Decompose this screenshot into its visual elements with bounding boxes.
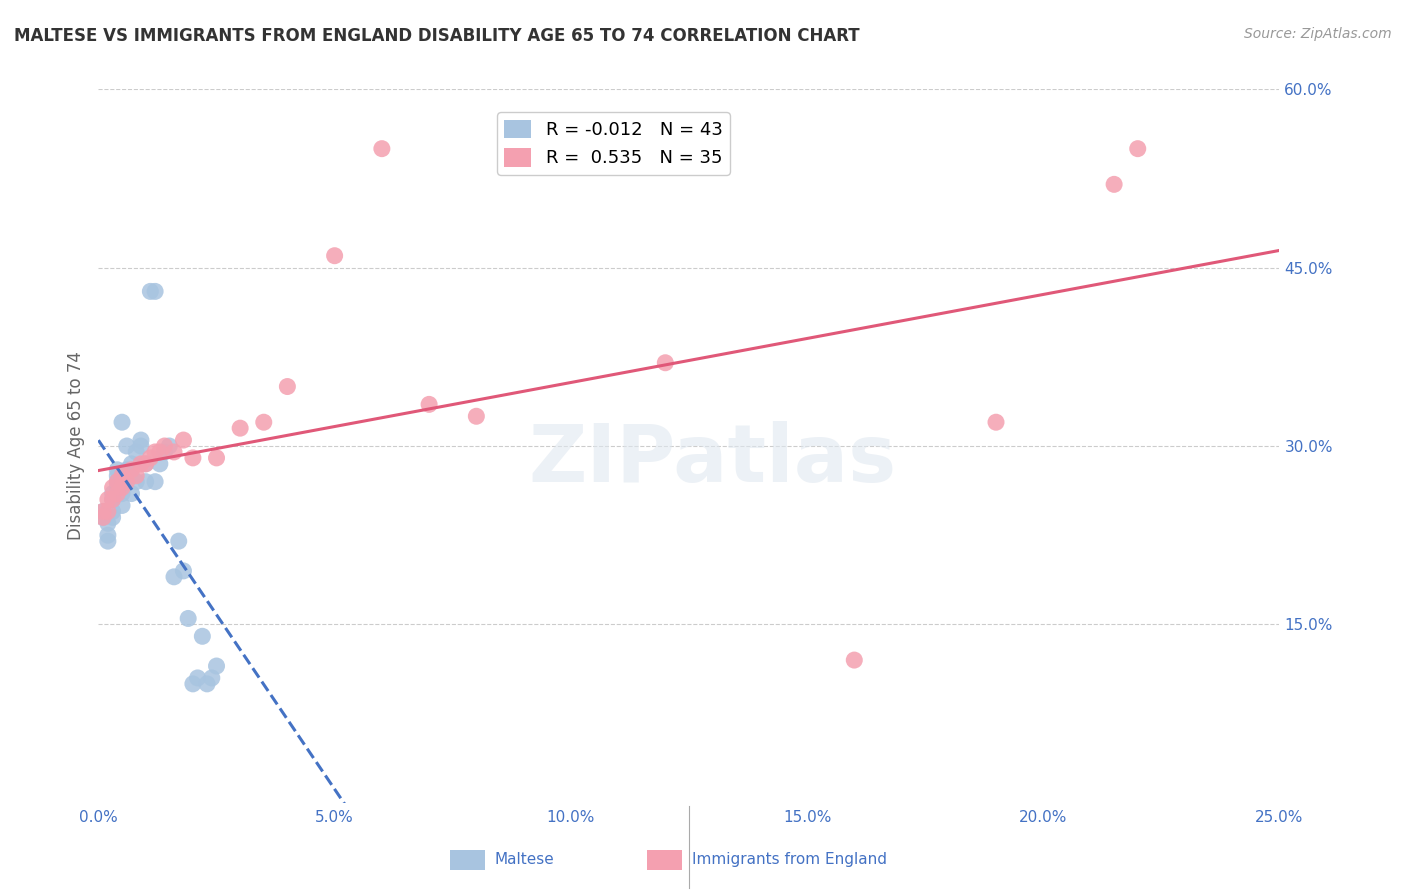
Point: [143, 475, 166, 489]
Point: [115, 439, 138, 453]
Point: [371, 142, 394, 156]
Point: [97, 534, 120, 549]
Text: Maltese: Maltese: [495, 853, 554, 867]
Point: [163, 570, 186, 584]
Point: [276, 379, 298, 393]
Point: [143, 445, 166, 459]
Point: [984, 415, 1007, 429]
Point: [153, 445, 176, 459]
Point: [105, 486, 128, 500]
Point: [172, 564, 194, 578]
Point: [97, 492, 120, 507]
Point: [111, 468, 134, 483]
Point: [125, 475, 148, 489]
Point: [91, 504, 114, 518]
Text: Immigrants from England: Immigrants from England: [692, 853, 887, 867]
Point: [139, 450, 162, 465]
Point: [149, 457, 172, 471]
Point: [105, 475, 128, 489]
Point: [125, 445, 148, 459]
Point: [91, 510, 114, 524]
Point: [654, 356, 676, 370]
Point: [205, 659, 228, 673]
Point: [139, 285, 162, 299]
Point: [101, 486, 124, 500]
Point: [97, 504, 120, 518]
Point: [1126, 142, 1149, 156]
Point: [129, 439, 152, 453]
Point: [465, 409, 488, 424]
Point: [115, 463, 138, 477]
Point: [135, 457, 157, 471]
Text: ZIPatlas: ZIPatlas: [529, 421, 897, 500]
Text: MALTESE VS IMMIGRANTS FROM ENGLAND DISABILITY AGE 65 TO 74 CORRELATION CHART: MALTESE VS IMMIGRANTS FROM ENGLAND DISAB…: [14, 27, 859, 45]
Point: [111, 415, 134, 429]
Point: [121, 468, 143, 483]
Point: [172, 433, 194, 447]
Point: [153, 439, 176, 453]
Point: [111, 486, 134, 500]
Point: [157, 439, 180, 453]
Point: [97, 528, 120, 542]
Point: [129, 433, 152, 447]
Point: [101, 510, 124, 524]
Legend: R = -0.012   N = 43, R =  0.535   N = 35: R = -0.012 N = 43, R = 0.535 N = 35: [498, 112, 730, 175]
Point: [91, 504, 114, 518]
Point: [177, 611, 200, 625]
Point: [195, 677, 218, 691]
Point: [121, 463, 143, 477]
Point: [181, 450, 204, 465]
Point: [91, 510, 114, 524]
Point: [121, 457, 143, 471]
Point: [105, 468, 128, 483]
Y-axis label: Disability Age 65 to 74: Disability Age 65 to 74: [66, 351, 84, 541]
Point: [111, 499, 134, 513]
Point: [201, 671, 224, 685]
Point: [167, 534, 190, 549]
Point: [101, 492, 124, 507]
Point: [97, 516, 120, 531]
Point: [191, 629, 214, 643]
Point: [418, 397, 440, 411]
Point: [121, 486, 143, 500]
Point: [115, 475, 138, 489]
Point: [101, 492, 124, 507]
Point: [129, 457, 152, 471]
Point: [101, 504, 124, 518]
Point: [1102, 178, 1125, 192]
Point: [187, 671, 209, 685]
Point: [143, 285, 166, 299]
Point: [844, 653, 866, 667]
Point: [135, 475, 157, 489]
Point: [181, 677, 204, 691]
Point: [125, 468, 148, 483]
Point: [253, 415, 276, 429]
Point: [149, 445, 172, 459]
Point: [135, 457, 157, 471]
Point: [111, 481, 134, 495]
Point: [105, 475, 128, 489]
Point: [101, 481, 124, 495]
Point: [105, 463, 128, 477]
Point: [105, 481, 128, 495]
Point: [323, 249, 346, 263]
Point: [205, 450, 228, 465]
Point: [163, 445, 186, 459]
Text: Source: ZipAtlas.com: Source: ZipAtlas.com: [1244, 27, 1392, 41]
Point: [229, 421, 252, 435]
